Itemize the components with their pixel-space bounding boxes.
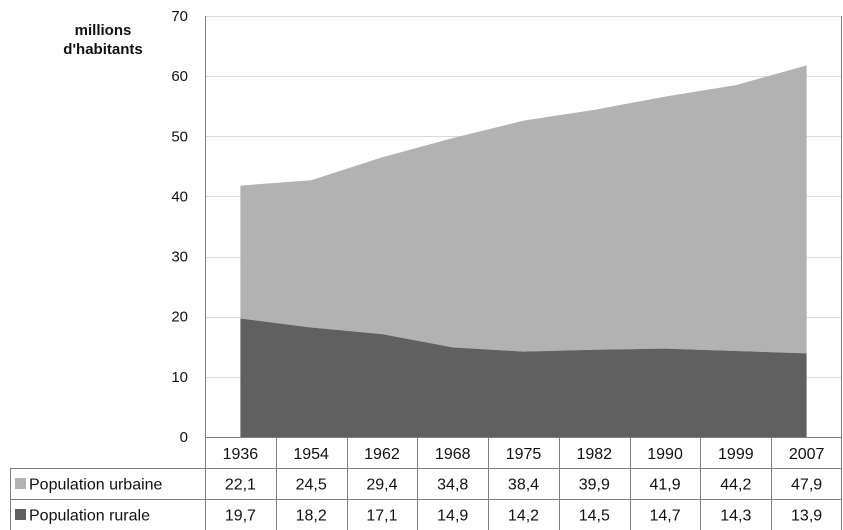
y-tick-label-20: 20 [171,309,188,326]
legend-entry-population-rurale: Population rurale [29,508,150,525]
category-label-1954: 1954 [293,446,329,463]
legend-swatch-population-rurale [15,509,26,520]
y-tick-label-50: 50 [171,128,188,145]
data-label-population-urbaine-1968: 34,8 [437,477,468,494]
legend-entry-population-urbaine: Population urbaine [29,477,163,494]
category-label-2007: 2007 [789,446,825,463]
data-label-population-rurale-1962: 17,1 [366,508,397,525]
category-label-1982: 1982 [576,446,612,463]
data-table: 1936 1954 1962 1968 1975 1982 1990 1999 2007 Popu… [10,16,842,530]
y-tick-label-10: 10 [171,369,188,386]
data-label-population-urbaine-1990: 41,9 [649,477,680,494]
data-label-population-rurale-1982: 14,5 [579,508,610,525]
data-label-population-urbaine-1936: 22,1 [225,477,256,494]
data-label-population-urbaine-1982: 39,9 [579,477,610,494]
y-tick-label-70: 70 [171,8,188,25]
area-series-layer [240,65,807,437]
data-label-population-rurale-1999: 14,3 [720,508,751,525]
data-label-population-urbaine-1999: 44,2 [720,477,751,494]
data-label-population-rurale-2007: 13,9 [791,508,822,525]
y-tick-label-30: 30 [171,249,188,266]
category-label-1936: 1936 [223,446,259,463]
data-label-population-urbaine-1954: 24,5 [296,477,327,494]
data-label-population-rurale-1936: 19,7 [225,508,256,525]
category-label-1990: 1990 [647,446,683,463]
area-population-urbaine [240,65,807,354]
y-tick-label-60: 60 [171,68,188,85]
y-tick-labels: 0 10 20 30 40 50 60 70 [171,8,188,446]
data-label-population-urbaine-1975: 38,4 [508,477,539,494]
data-label-population-urbaine-1962: 29,4 [366,477,397,494]
category-label-1962: 1962 [364,446,400,463]
category-label-1968: 1968 [435,446,471,463]
category-label-1975: 1975 [506,446,542,463]
data-label-population-urbaine-2007: 47,9 [791,477,822,494]
area-population-rurale [240,318,807,437]
unit-label-line-2: d'habitants [63,41,142,58]
data-label-population-rurale-1954: 18,2 [296,508,327,525]
unit-label-line-1: millions [75,22,132,39]
y-tick-label-0: 0 [180,429,188,446]
legend-swatch-population-urbaine [15,478,26,489]
data-label-population-rurale-1990: 14,7 [649,508,680,525]
y-tick-label-40: 40 [171,188,188,205]
data-label-population-rurale-1975: 14,2 [508,508,539,525]
category-label-1999: 1999 [718,446,754,463]
data-label-population-rurale-1968: 14,9 [437,508,468,525]
unit-label: millions d'habitants [63,22,142,58]
